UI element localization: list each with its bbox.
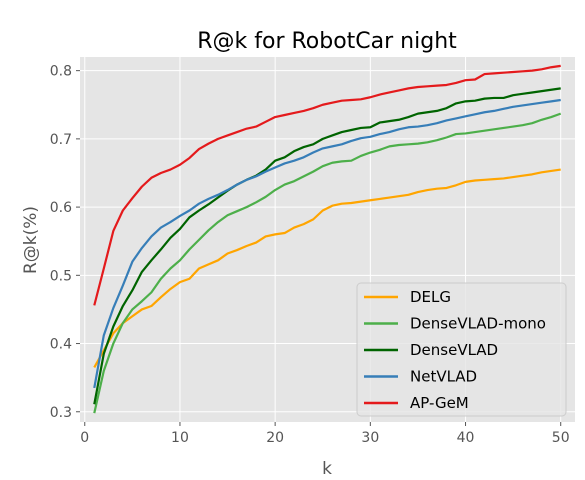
x-tick-label: 30 <box>361 430 379 446</box>
series-line-densevlad-mono <box>93 112 562 414</box>
series-line-netvlad <box>93 98 561 389</box>
series-line-densevlad <box>93 87 561 405</box>
series-line-delg <box>93 168 561 368</box>
legend-label: DenseVLAD <box>410 341 498 359</box>
series-line-ap-gem <box>93 64 561 306</box>
chart-title: R@k for RobotCar night <box>197 29 457 54</box>
tick-labels: 0 10 20 30 40 50 0.3 0.4 0.5 0.6 0.7 0.8 <box>50 64 570 446</box>
legend-label: AP-GeM <box>410 394 469 412</box>
legend-items: DELG DenseVLAD-mono DenseVLAD NetVLAD AP-GeM <box>364 288 546 412</box>
legend: DELG DenseVLAD-mono DenseVLAD NetVLAD AP-GeM <box>356 282 567 417</box>
y-tick-label: 0.6 <box>50 200 72 216</box>
x-axis-label: k <box>322 459 332 479</box>
y-tick-label: 0.4 <box>50 337 72 353</box>
y-tick-label: 0.3 <box>50 405 72 421</box>
legend-label: DenseVLAD-mono <box>410 315 546 333</box>
y-tick-label: 0.7 <box>50 132 72 148</box>
x-tick-label: 20 <box>266 430 284 446</box>
legend-label: NetVLAD <box>410 368 477 386</box>
y-tick-label: 0.5 <box>50 268 72 284</box>
legend-label: DELG <box>410 288 451 306</box>
y-axis-label: R@k(%) <box>21 206 41 274</box>
y-tick-label: 0.8 <box>50 64 72 80</box>
x-tick-label: 40 <box>457 430 475 446</box>
legend-box <box>356 282 567 417</box>
x-tick-label: 0 <box>80 430 89 446</box>
series-lines <box>93 64 562 414</box>
x-tick-label: 10 <box>171 430 189 446</box>
x-tick-label: 50 <box>552 430 570 446</box>
